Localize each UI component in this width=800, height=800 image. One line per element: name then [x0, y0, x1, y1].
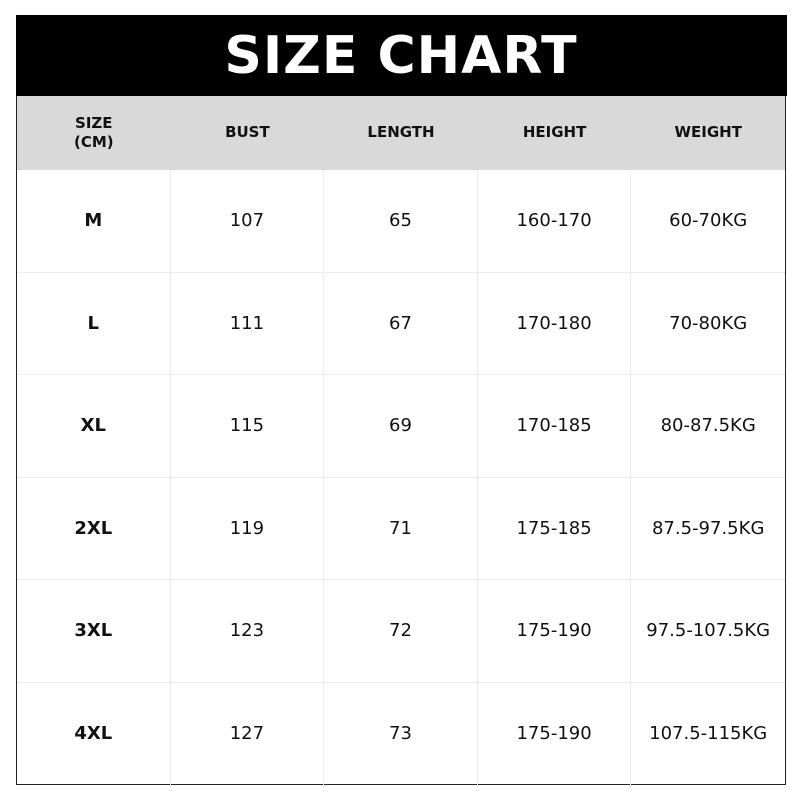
cell-height: 175-190 [478, 682, 632, 785]
cell-weight: 60-70KG [669, 210, 748, 232]
cell-weight: 97.5-107.5KG [646, 620, 771, 642]
cell-height: 175-190 [478, 580, 632, 682]
header-weight: WEIGHT [674, 123, 742, 142]
cell-height: 170-185 [478, 375, 632, 477]
table-row: 2XL 119 71 175-185 87.5-97.5KG [17, 477, 785, 580]
header-height: HEIGHT [522, 123, 587, 142]
table-row: M 107 65 160-170 60-70KG [17, 170, 785, 273]
table-row: L 111 67 170-180 70-80KG [17, 272, 785, 375]
cell-bust: 123 [171, 580, 325, 682]
cell-size: XL [17, 375, 171, 477]
chart-title: SIZE CHART [15, 15, 787, 96]
cell-size: L [17, 272, 171, 374]
table-row: 4XL 127 73 175-190 107.5-115KG [17, 682, 785, 785]
cell-weight: 107.5-115KG [649, 723, 768, 745]
cell-bust: 127 [171, 682, 325, 785]
header-length: LENGTH [367, 123, 435, 142]
cell-length: 72 [324, 580, 478, 682]
cell-size: 2XL [17, 477, 171, 579]
cell-length: 73 [324, 682, 478, 785]
cell-size: 4XL [17, 682, 171, 785]
cell-length: 65 [324, 170, 478, 272]
header-size: SIZE (CM) [73, 113, 114, 152]
cell-height: 175-185 [478, 477, 632, 579]
table-body: M 107 65 160-170 60-70KG L 111 67 170-180 70-80KG… [17, 170, 785, 785]
cell-length: 67 [324, 272, 478, 374]
cell-size: 3XL [17, 580, 171, 682]
cell-bust: 107 [171, 170, 325, 272]
size-chart: SIZE CHART SIZE (CM) BUST LENGTH HEIGHT … [15, 15, 787, 785]
cell-weight: 70-80KG [669, 312, 748, 334]
table-header: SIZE (CM) BUST LENGTH HEIGHT WEIGHT [17, 96, 785, 170]
cell-length: 69 [324, 375, 478, 477]
header-bust: BUST [225, 123, 270, 142]
table-row: 3XL 123 72 175-190 97.5-107.5KG [17, 580, 785, 683]
cell-weight: 80-87.5KG [660, 415, 756, 437]
cell-bust: 119 [171, 477, 325, 579]
cell-length: 71 [324, 477, 478, 579]
cell-bust: 111 [171, 272, 325, 374]
cell-height: 160-170 [478, 170, 632, 272]
cell-weight: 87.5-97.5KG [651, 517, 765, 539]
cell-height: 170-180 [478, 272, 632, 374]
cell-bust: 115 [171, 375, 325, 477]
table-row: XL 115 69 170-185 80-87.5KG [17, 375, 785, 478]
cell-size: M [17, 170, 171, 272]
